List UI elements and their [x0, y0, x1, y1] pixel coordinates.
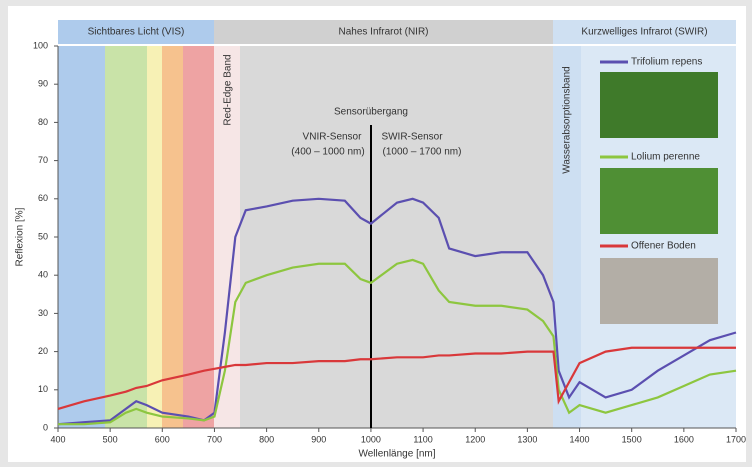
y-tick-label: 90 — [38, 79, 48, 89]
region-header — [58, 20, 214, 44]
legend-label: Lolium perenne — [631, 152, 700, 163]
band — [105, 46, 147, 428]
series-line — [58, 258, 737, 426]
legend-label: Offener Boden — [631, 241, 696, 252]
region-header — [214, 20, 553, 44]
y-tick-label: 40 — [38, 270, 48, 280]
x-tick-label: 1100 — [413, 434, 432, 444]
x-tick-label: 1400 — [570, 434, 590, 444]
band — [183, 46, 214, 428]
band — [147, 46, 162, 428]
x-tick-label: 800 — [259, 434, 274, 444]
x-tick-label: 1700 — [726, 434, 746, 444]
region-label: Nahes Infrarot (NIR) — [338, 27, 428, 38]
y-axis-label: Reflexion [%] — [15, 207, 26, 266]
band — [58, 46, 105, 428]
bands: Sichtbares Licht (VIS) Nahes Infrarot (NI… — [58, 20, 736, 428]
x-tick-label: 1200 — [465, 434, 485, 444]
annotation: Wasserabsorptionsband — [562, 66, 573, 173]
x-tick-label: 900 — [311, 434, 326, 444]
plot: 0 10 20 30 40 50 60 70 80 90 100 400 500 600 700 800 900… — [15, 40, 746, 459]
legend-image — [600, 168, 718, 234]
x-tick-label: 400 — [50, 434, 65, 444]
x-tick-label: 700 — [207, 434, 222, 444]
band — [240, 46, 553, 428]
y-tick-label: 70 — [38, 155, 48, 165]
x-tick-label: 1300 — [517, 434, 537, 444]
x-tick-label: 1600 — [674, 434, 694, 444]
annotation: SWIR-Sensor — [381, 132, 443, 143]
region-label: Sichtbares Licht (VIS) — [88, 27, 185, 38]
y-tick-label: 10 — [38, 384, 48, 394]
region-header — [553, 20, 736, 44]
annotation: (400 – 1000 nm) — [291, 147, 364, 158]
legend-image — [600, 72, 718, 138]
region-label: Kurzwelliges Infrarot (SWIR) — [581, 27, 707, 38]
annotation: Red-Edge Band — [223, 54, 234, 125]
x-tick-label: 1000 — [361, 434, 381, 444]
legend-image — [600, 258, 718, 324]
band — [162, 46, 183, 428]
y-tick-label: 80 — [38, 117, 48, 127]
series-line — [57, 346, 736, 410]
x-tick-label: 1500 — [622, 434, 642, 444]
y-tick-label: 0 — [43, 422, 48, 432]
series-line — [57, 197, 737, 426]
x-tick-label: 600 — [155, 434, 170, 444]
y-tick-label: 30 — [38, 308, 48, 318]
y-tick-label: 100 — [33, 40, 48, 50]
x-axis-label: Wellenlänge [nm] — [358, 449, 435, 460]
y-tick-label: 50 — [38, 231, 48, 241]
annotation: (1000 – 1700 nm) — [383, 147, 462, 158]
y-tick-label: 60 — [38, 193, 48, 203]
annotation: VNIR-Sensor — [303, 132, 363, 143]
x-tick-label: 500 — [103, 434, 118, 444]
y-tick-label: 20 — [38, 346, 48, 356]
legend-label: Trifolium repens — [631, 57, 702, 68]
annotation: Sensorübergang — [334, 107, 408, 118]
